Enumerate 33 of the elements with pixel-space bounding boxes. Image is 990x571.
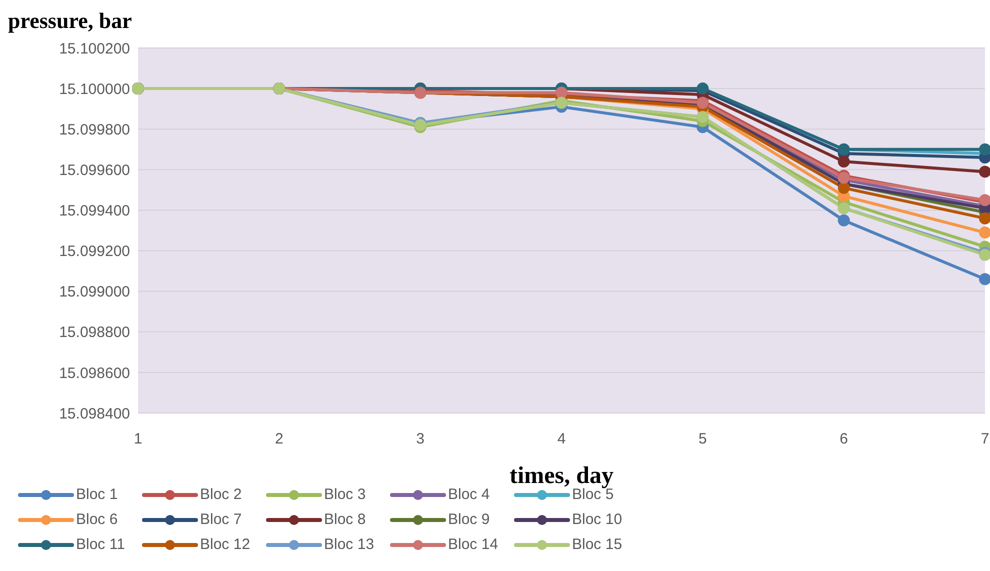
legend-label: Bloc 8 <box>324 511 366 528</box>
x-tick-label: 6 <box>840 430 848 448</box>
legend-label: Bloc 13 <box>324 536 374 553</box>
y-tick-label: 15.098800 <box>59 324 130 342</box>
x-tick-label: 7 <box>980 430 990 448</box>
y-tick-label: 15.099600 <box>59 162 130 179</box>
y-tick-label: 15.100000 <box>59 80 130 98</box>
legend-label: Bloc 15 <box>572 536 622 553</box>
legend-label: Bloc 9 <box>448 511 490 528</box>
x-tick-label: 4 <box>557 430 566 448</box>
x-axis-title: times, day <box>510 463 614 489</box>
x-tick-label: 5 <box>698 430 707 448</box>
y-tick-label: 15.099800 <box>59 121 130 138</box>
x-tick-label: 1 <box>134 430 142 448</box>
legend-label: Bloc 3 <box>324 486 366 503</box>
legend-label: Bloc 12 <box>200 536 250 553</box>
y-tick-label: 15.100200 <box>59 40 130 58</box>
legend-label: Bloc 7 <box>200 511 242 528</box>
legend-label: Bloc 2 <box>200 486 242 503</box>
y-tick-label: 15.098600 <box>59 364 130 382</box>
y-tick-label: 15.098400 <box>59 405 130 422</box>
legend-label: Bloc 4 <box>448 486 490 503</box>
x-tick-label: 2 <box>274 430 284 448</box>
y-axis-title: pressure, bar <box>8 8 132 34</box>
x-tick-label: 3 <box>416 430 425 448</box>
y-tick-label: 15.099200 <box>59 243 130 260</box>
y-tick-label: 15.099000 <box>59 284 130 301</box>
legend-label: Bloc 10 <box>572 511 622 528</box>
y-tick-label: 15.099400 <box>59 202 130 220</box>
legend-label: Bloc 11 <box>76 536 125 553</box>
legend-label: Bloc 1 <box>76 486 118 503</box>
legend-label: Bloc 6 <box>76 511 118 528</box>
legend-label: Bloc 14 <box>448 536 498 553</box>
